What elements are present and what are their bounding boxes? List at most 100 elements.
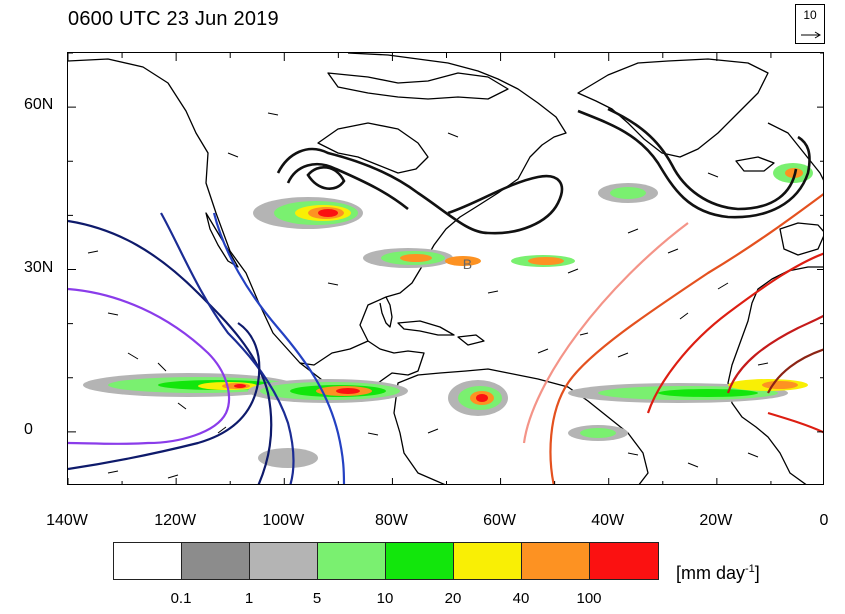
colorbar-swatch xyxy=(386,543,454,579)
colorbar-boundary-label: 10 xyxy=(376,590,394,607)
axis-ticks xyxy=(68,53,823,484)
lon-tick-label: 60W xyxy=(483,512,517,529)
wind-arrow xyxy=(627,452,639,456)
wind-arrow xyxy=(127,352,139,360)
colorbar-swatch xyxy=(454,543,522,579)
contour-high-6 xyxy=(767,411,823,434)
units-prefix: [mm day xyxy=(676,563,746,583)
contours-trough xyxy=(276,107,811,235)
colorbar-boundary-label: 100 xyxy=(576,590,602,607)
lon-tick-label: 120W xyxy=(154,512,197,529)
units-suffix: ] xyxy=(754,563,760,583)
contour-high-4 xyxy=(726,314,823,394)
reference-vector-magnitude: 10 xyxy=(803,8,817,22)
coastlines xyxy=(68,53,823,484)
precip-south-america xyxy=(448,380,508,416)
plot-title: 0600 UTC 23 Jun 2019 xyxy=(68,8,279,30)
itcz-central xyxy=(248,379,408,403)
contour-pacific-2 xyxy=(160,212,295,484)
contours-pacific xyxy=(68,212,346,484)
colorbar-swatch xyxy=(250,543,318,579)
coastline-florida xyxy=(379,296,393,328)
precip-southern xyxy=(258,425,628,468)
lon-tick-label: 100W xyxy=(262,512,305,529)
wind-arrow xyxy=(667,248,679,254)
lon-tick-label: 40W xyxy=(591,512,625,529)
wind-arrow xyxy=(177,402,187,410)
itcz-atlantic xyxy=(568,379,808,403)
wind-arrow xyxy=(707,172,719,178)
lon-tick-label: 20W xyxy=(699,512,733,529)
colorbar-swatch xyxy=(182,543,250,579)
colorbar-swatch xyxy=(318,543,386,579)
contours-atlantic-high xyxy=(522,193,823,484)
contour-high-1 xyxy=(522,222,689,444)
contour-trough-4 xyxy=(577,109,811,219)
lon-tick-label: 80W xyxy=(374,512,408,529)
reference-vector-box: 10 xyxy=(795,4,825,44)
contour-high-2 xyxy=(549,193,823,484)
wind-arrow xyxy=(717,282,729,290)
colorbar-units: [mm day-1] xyxy=(676,563,760,584)
wind-arrow xyxy=(107,470,119,474)
contour-high-5 xyxy=(767,348,823,394)
colorbar-swatch xyxy=(522,543,590,579)
contour-trough-5 xyxy=(607,107,798,211)
wind-arrow xyxy=(87,250,99,254)
wind-arrow xyxy=(267,112,279,116)
wind-vectors xyxy=(87,112,769,479)
precip-north-atlantic xyxy=(598,163,813,203)
wind-arrow xyxy=(447,132,459,138)
colorbar-boundary-label: 1 xyxy=(244,590,254,607)
contour-pacific-3 xyxy=(212,212,346,484)
lat-tick-label: 60N xyxy=(24,96,54,114)
marker-b-label: B xyxy=(463,256,472,272)
coastline-arctic-islands xyxy=(327,72,509,100)
map-canvas: B xyxy=(68,53,823,484)
precip-great-lakes xyxy=(253,197,363,229)
contour-trough-2 xyxy=(286,162,409,211)
wind-arrow xyxy=(627,228,639,234)
coastline-europe xyxy=(767,122,823,181)
coastline-hispaniola xyxy=(457,334,485,346)
lon-tick-label: 140W xyxy=(46,512,88,529)
wind-arrow xyxy=(747,452,759,458)
wind-arrow xyxy=(567,268,579,274)
wind-arrow xyxy=(679,312,689,320)
precipitation-field xyxy=(83,163,813,468)
wind-arrow xyxy=(227,152,239,158)
precip-atlantic-front xyxy=(445,255,575,267)
coastline-africa xyxy=(727,266,823,484)
contour-pacific-1 xyxy=(68,219,273,484)
colorbar-boundary-label: 40 xyxy=(512,590,530,607)
wind-arrow xyxy=(157,362,167,372)
colorbar-boundary-label: 20 xyxy=(444,590,462,607)
units-exponent: -1 xyxy=(745,563,755,575)
wind-arrow xyxy=(687,462,699,468)
wind-arrow xyxy=(327,282,339,286)
coastline-south-america xyxy=(393,368,649,484)
lat-tick-label: 0 xyxy=(24,420,33,438)
colorbar-boundary-label: 5 xyxy=(312,590,322,607)
wind-arrow xyxy=(757,362,769,366)
wind-arrow xyxy=(107,312,119,316)
wind-arrow xyxy=(167,474,179,479)
wind-arrow xyxy=(487,290,499,294)
map-panel: B xyxy=(67,52,824,485)
wind-arrow xyxy=(579,332,589,336)
colorbar-swatch xyxy=(590,543,658,579)
contour-pacific-5 xyxy=(68,287,230,445)
colorbar-swatch xyxy=(114,543,182,579)
coastline-gulf xyxy=(299,340,369,366)
contour-trough-3 xyxy=(306,166,346,190)
wind-arrow xyxy=(427,428,439,434)
coastline-north-america xyxy=(68,53,567,394)
coastline-hudson-bay xyxy=(317,122,429,174)
colorbar-boundary-label: 0.1 xyxy=(170,590,192,607)
contour-pacific-4 xyxy=(68,322,261,471)
lon-tick-label: 0 xyxy=(819,512,829,529)
wind-arrow xyxy=(537,348,549,354)
wind-arrow xyxy=(617,352,629,358)
reference-vector-arrow-icon xyxy=(801,31,821,39)
precip-southeast-us xyxy=(363,248,453,268)
